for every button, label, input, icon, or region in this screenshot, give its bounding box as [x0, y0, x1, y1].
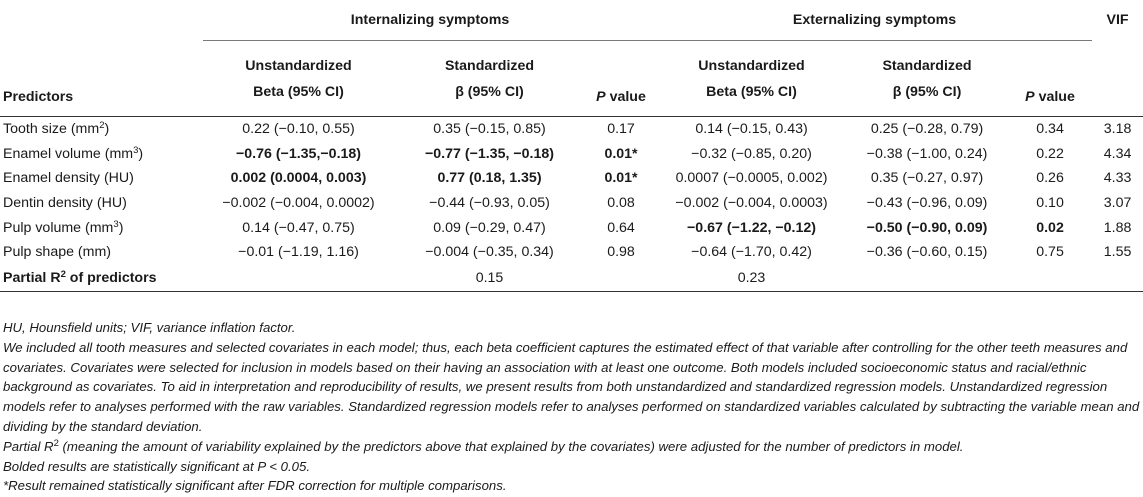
table-row: Enamel density (HU) 0.002 (0.0004, 0.003… [0, 166, 1143, 191]
footnote-bold: Bolded results are statistically signifi… [3, 458, 311, 474]
table-row: Tooth size (mm2) 0.22 (−0.10, 0.55) 0.35… [0, 117, 1143, 142]
cell: 0.25 (−0.28, 0.79) [870, 121, 984, 138]
cell: 0.14 (−0.47, 0.75) [242, 219, 355, 236]
sub-header-row: Predictors Unstandardized Beta (95% CI) S… [0, 41, 1143, 117]
cell: 3.18 [1103, 121, 1132, 138]
ext-unstd-header: Unstandardized Beta (95% CI) [698, 57, 805, 100]
cell: 0.0007 (−0.0005, 0.002) [675, 170, 828, 187]
cell: −0.76 (−1.35,−0.18) [235, 145, 362, 162]
row-label: Enamel volume (mm3) [3, 144, 144, 162]
int-p-header: P value [596, 89, 646, 105]
predictors-header: Predictors [3, 89, 74, 105]
table-row: Pulp volume (mm3) 0.14 (−0.47, 0.75) 0.0… [0, 215, 1143, 240]
cell: 0.08 [607, 195, 635, 212]
int-std-header: Standardized β (95% CI) [444, 57, 535, 100]
table-row: Dentin density (HU) −0.002 (−0.004, 0.00… [0, 191, 1143, 216]
cell: 0.02 [1036, 219, 1064, 236]
cell: 0.26 [1036, 170, 1064, 187]
cell: 4.34 [1103, 145, 1132, 162]
table-row: Enamel volume (mm3) −0.76 (−1.35,−0.18) … [0, 142, 1143, 167]
cell: −0.002 (−0.004, 0.0002) [222, 195, 375, 212]
cell: 3.07 [1103, 195, 1132, 212]
cell: −0.01 (−1.19, 1.16) [238, 244, 359, 261]
externalizing-header: Externalizing symptoms [657, 0, 1093, 41]
cell: 0.34 [1036, 121, 1064, 138]
partial-r2-externalizing: 0.23 [737, 269, 766, 286]
partial-r2-label: Partial R2 of predictors [3, 268, 157, 286]
row-label: Pulp shape (mm) [3, 244, 112, 261]
partial-r2-internalizing: 0.15 [475, 269, 504, 286]
row-label: Dentin density (HU) [3, 195, 127, 212]
cell: −0.64 (−1.70, 0.42) [691, 244, 812, 261]
cell: 0.09 (−0.29, 0.47) [433, 219, 546, 236]
cell: 0.002 (0.0004, 0.003) [230, 170, 367, 187]
cell: 0.17 [607, 121, 635, 138]
cell: 0.22 (−0.10, 0.55) [242, 121, 355, 138]
group-header-row: Internalizing symptoms Externalizing sym… [0, 0, 1143, 41]
cell: 0.14 (−0.15, 0.43) [695, 121, 808, 138]
cell: 0.10 [1036, 195, 1064, 212]
cell: −0.67 (−1.22, −0.12) [687, 219, 816, 236]
cell: −0.44 (−0.93, 0.05) [429, 195, 550, 212]
cell: −0.36 (−0.60, 0.15) [866, 244, 988, 261]
cell: 1.88 [1103, 219, 1132, 236]
cell: 0.64 [607, 219, 635, 236]
row-label: Tooth size (mm2) [3, 120, 110, 138]
cell: 0.98 [607, 244, 635, 261]
cell: 0.35 (−0.15, 0.85) [433, 121, 546, 138]
cell: −0.002 (−0.004, 0.0003) [675, 195, 828, 212]
footnote-fdr: *Result remained statistically significa… [3, 478, 507, 494]
regression-table: Internalizing symptoms Externalizing sym… [0, 0, 1143, 292]
table-row: Pulp shape (mm) −0.01 (−1.19, 1.16) −0.0… [0, 240, 1143, 265]
cell: −0.77 (−1.35, −0.18) [425, 145, 554, 162]
vif-header: VIF [1106, 12, 1129, 29]
internalizing-header: Internalizing symptoms [203, 0, 658, 41]
table-footnotes: HU, Hounsfield units; VIF, variance infl… [3, 318, 1141, 496]
ext-std-header: Standardized β (95% CI) [882, 57, 972, 100]
cell: −0.32 (−0.85, 0.20) [691, 145, 812, 162]
cell: 0.01* [604, 170, 638, 187]
footnote-methods: We included all tooth measures and selec… [3, 339, 1140, 434]
row-label: Pulp volume (mm3) [3, 218, 124, 236]
ext-p-header: P value [1025, 89, 1075, 105]
cell: −0.43 (−0.96, 0.09) [866, 195, 988, 212]
cell: 0.35 (−0.27, 0.97) [870, 170, 984, 187]
footnote-abbreviations: HU, Hounsfield units; VIF, variance infl… [3, 320, 296, 335]
cell: 4.33 [1103, 170, 1132, 187]
cell: −0.38 (−1.00, 0.24) [866, 145, 988, 162]
partial-r2-row: Partial R2 of predictors 0.15 0.23 [0, 265, 1143, 292]
cell: −0.50 (−0.90, 0.09) [866, 219, 988, 236]
cell: 1.55 [1103, 244, 1132, 261]
row-label: Enamel density (HU) [3, 170, 134, 187]
footnote-partial-r2: Partial R2 (meaning the amount of variab… [3, 437, 964, 454]
cell: 0.77 (0.18, 1.35) [437, 170, 542, 187]
cell: −0.004 (−0.35, 0.34) [425, 244, 554, 261]
cell: 0.01* [604, 145, 638, 162]
int-unstd-header: Unstandardized Beta (95% CI) [245, 57, 352, 100]
cell: 0.22 [1036, 145, 1064, 162]
cell: 0.75 [1036, 244, 1064, 261]
